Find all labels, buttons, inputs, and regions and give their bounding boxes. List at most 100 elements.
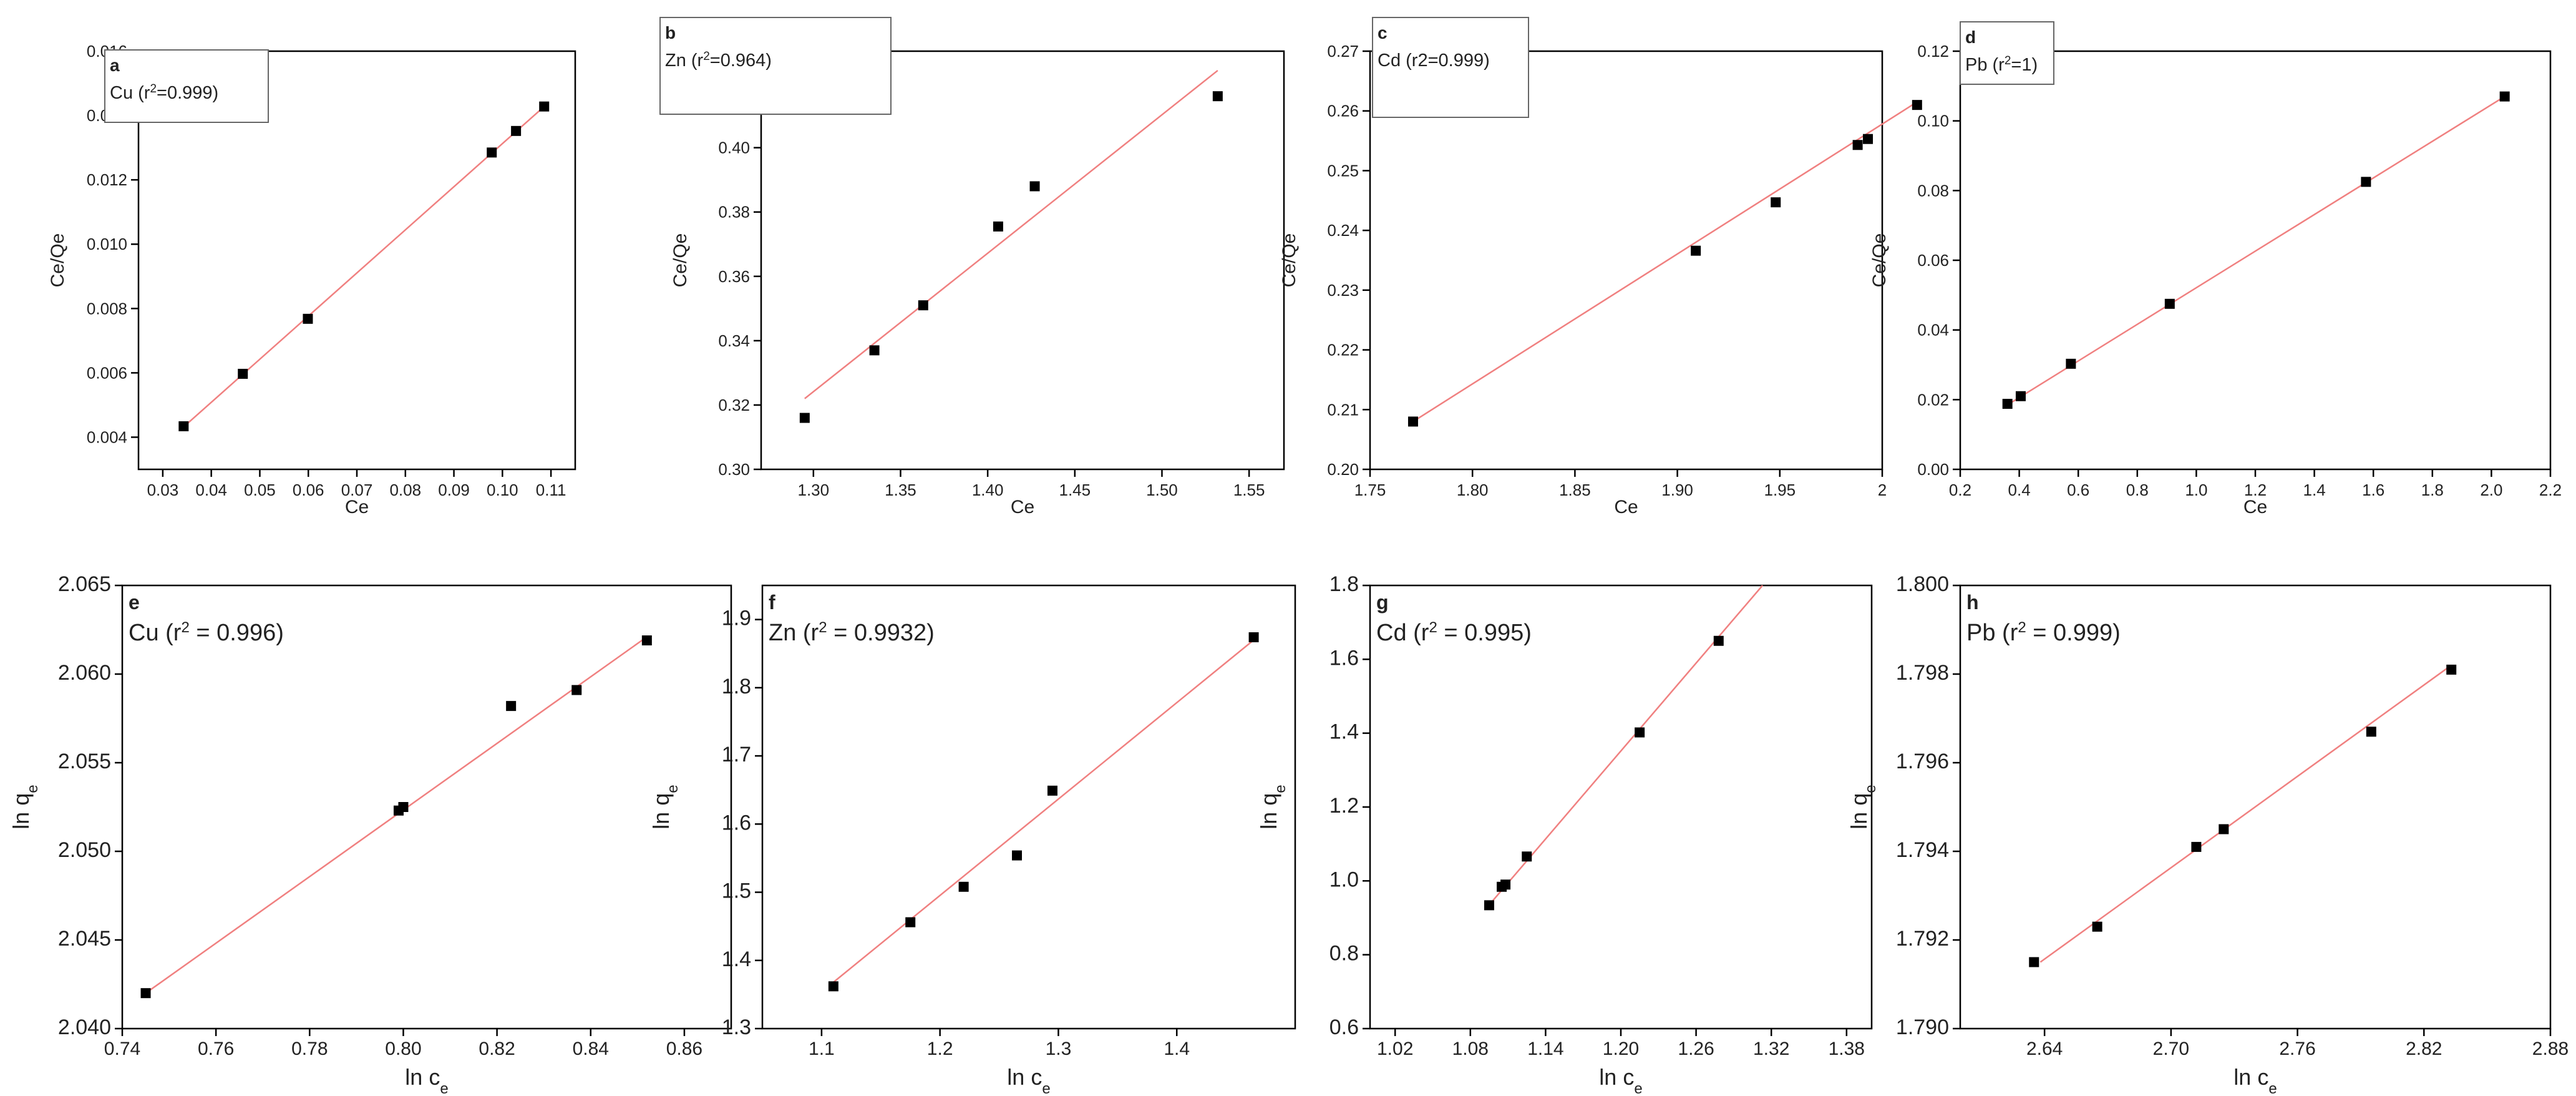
legend-box [104,49,269,123]
panel-f: 1.1 1.2 1.3 1.4 1.3 1.4 1.5 1.6 1.7 1.8 1.9 ln ce ln… [648,584,1296,1096]
y-tick-label: 0.30 [718,460,750,479]
fit-line [2039,664,2452,963]
y-tick-label: 0.38 [718,203,750,222]
y-tick-label: 0.04 [1917,321,1949,340]
data-point [1029,181,1040,192]
data-point [2361,177,2371,187]
x-tick-label: 1.3 [1046,1039,1072,1059]
data-point [1771,197,1781,208]
panel-letter: h [1966,591,1979,614]
plot-frame [1959,50,2552,471]
y-tick-label: 0.22 [1327,341,1359,360]
legend-label: Cu (r2 = 0.996) [129,619,284,647]
x-tick-label: 0.84 [573,1039,609,1059]
data-point [905,917,916,927]
data-point [828,981,838,992]
x-tick-label: 1.40 [972,481,1004,499]
y-tick-label: 0.006 [87,363,127,382]
y-axis-label: ln qe [1256,785,1289,829]
x-tick-label: 1.02 [1377,1039,1413,1059]
data-point [2164,298,2175,309]
x-tick-label: 0.11 [536,481,566,499]
x-tick-label: 1.30 [797,481,829,499]
x-tick-label: 1.85 [1559,481,1591,499]
x-tick-label: 0.09 [438,481,470,499]
x-tick-label: 1.6 [2362,481,2384,499]
data-point [511,125,522,136]
y-tick-label: 2.045 [58,927,111,951]
data-point [2029,957,2039,967]
panel-letter: e [129,591,140,614]
y-tick-label: 0.27 [1327,42,1359,61]
data-point [1248,632,1259,643]
panel-h: 2.64 2.70 2.76 2.82 2.88 1.790 1.792 1.794 1.796… [1846,572,2569,1096]
x-tick-label: 1.20 [1603,1039,1639,1059]
panel-b: 1.30 1.35 1.40 1.45 1.50 1.55 0.30 0.32 0.34 0.36… [659,17,1285,517]
data-point [2002,399,2013,409]
legend-label: Cu (r2=0.999) [110,82,218,104]
data-point [1047,785,1057,796]
x-tick-label: 0.76 [198,1039,234,1059]
data-point [506,701,517,712]
x-tick-label: 1.4 [2303,481,2326,499]
y-tick-label: 0.012 [87,170,127,189]
data-point [2219,824,2229,834]
y-tick-label: 1.792 [1896,927,1949,951]
panel-letter: b [665,23,676,42]
y-tick-label: 0.24 [1327,221,1359,240]
y-axis-label: Ce/Qe [1869,233,1890,288]
x-tick-label: 1.90 [1661,481,1693,499]
x-axis-label: Ce [345,497,369,517]
x-tick-label: 2.2 [2539,481,2562,499]
data-point [1713,635,1724,646]
panel-a: 0.03 0.04 0.05 0.06 0.07 0.08 0.09 0.10 0.11 0.00… [47,42,576,517]
x-tick-label: 0.74 [104,1039,140,1059]
panel-letter: d [1965,27,1976,47]
data-point [1912,100,1922,110]
y-tick-label: 1.800 [1896,572,1949,596]
x-tick-label: 1.2 [2244,481,2267,499]
fit-line [2007,95,2506,406]
x-axis-label: Ce [1011,497,1034,517]
data-point [1484,900,1494,911]
y-tick-label: 0.32 [718,396,750,414]
legend-box [1960,21,2054,85]
y-tick-label: 1.5 [722,879,751,903]
data-point [641,635,652,646]
y-tick-label: 1.6 [722,811,751,834]
x-tick-label: 1.38 [1829,1039,1865,1059]
y-tick-label: 0.12 [1917,42,1949,61]
y-tick-label: 1.7 [722,743,751,766]
x-axis-label: Ce [1614,497,1638,517]
legend-box [1372,17,1529,118]
data-point [799,413,810,423]
data-point [1012,850,1023,861]
y-tick-label: 0.02 [1917,390,1949,409]
data-point [1863,134,1874,144]
y-tick-label: 1.8 [1329,572,1359,596]
y-tick-label: 2.050 [58,838,111,862]
y-tick-label: 0.34 [718,331,750,350]
x-tick-label: 0.05 [244,481,276,499]
x-tick-label: 1.50 [1146,481,1178,499]
panel-e: 0.74 0.76 0.78 0.80 0.82 0.84 0.86 2.040 2.045 2.… [8,572,732,1096]
data-point [303,313,313,324]
panel-letter: a [110,56,120,75]
data-point [1522,851,1532,862]
y-tick-label: 0.004 [87,428,127,446]
fit-line [1412,101,1918,423]
y-tick-label: 1.796 [1896,750,1949,773]
y-axis-label: Ce/Qe [1279,233,1300,288]
y-tick-label: 0.008 [87,299,127,318]
plot-frame [761,584,1296,1030]
x-axis-label: ln ce [1599,1064,1642,1096]
y-axis-label: ln qe [8,785,41,829]
x-tick-label: 1.0 [2185,481,2207,499]
x-tick-label: 0.07 [341,481,373,499]
y-tick-label: 0.36 [718,267,750,286]
x-tick-label: 1.2 [927,1039,953,1059]
y-tick-label: 1.4 [1329,720,1359,744]
y-tick-label: 2.060 [58,661,111,685]
y-axis-label: Ce/Qe [47,233,68,288]
y-tick-label: 0.23 [1327,281,1359,300]
